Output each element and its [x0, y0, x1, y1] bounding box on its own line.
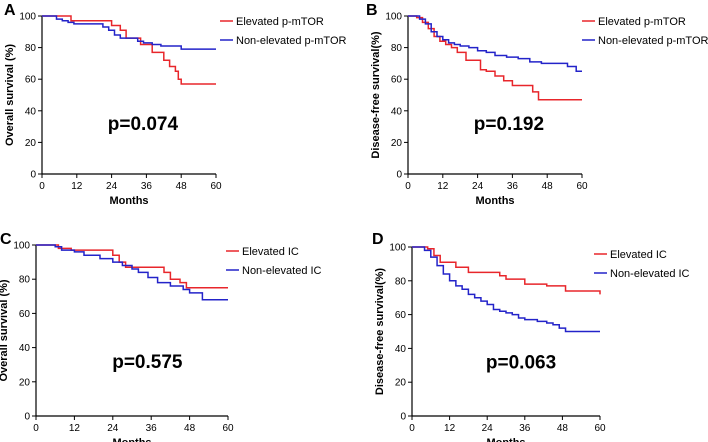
- p-value-annotation: p=0.063: [486, 353, 556, 374]
- y-tick-label: 0: [396, 170, 402, 181]
- y-axis-label: Overall survival (%): [4, 44, 16, 146]
- y-tick-label: 80: [19, 275, 31, 286]
- y-tick-label: 100: [385, 12, 402, 23]
- x-axis-label: Months: [109, 195, 148, 207]
- x-tick-label: 60: [210, 181, 222, 192]
- x-tick-label: 60: [222, 423, 234, 434]
- legend-label: Non-elevated p-mTOR: [598, 35, 708, 47]
- x-tick-label: 24: [472, 181, 484, 192]
- x-tick-label: 48: [184, 423, 196, 434]
- p-value-annotation: p=0.074: [108, 114, 179, 135]
- series-line-elevated: [412, 246, 601, 295]
- panel-label: A: [4, 2, 16, 19]
- p-value-annotation: p=0.575: [112, 352, 183, 373]
- series-line-non-elevated: [42, 15, 216, 50]
- x-tick-label: 0: [33, 423, 39, 434]
- legend-label: Elevated p-mTOR: [598, 16, 686, 28]
- y-tick-label: 60: [391, 75, 403, 86]
- y-tick-label: 40: [19, 343, 31, 354]
- series-line-non-elevated: [408, 15, 582, 73]
- series-line-non-elevated: [36, 244, 228, 301]
- y-tick-label: 80: [395, 276, 407, 287]
- y-tick-label: 100: [13, 241, 30, 252]
- y-tick-label: 20: [395, 378, 407, 389]
- legend-label: Non-elevated IC: [610, 268, 690, 280]
- panel-a: A 0 20 40 60 80 100 0 12 24 36 48 60 Months Overall su…: [4, 2, 347, 207]
- series-line-elevated: [42, 15, 216, 85]
- series-line-elevated: [408, 15, 582, 101]
- y-axis-label: Disease-free survival(%): [370, 31, 382, 159]
- panel-label: C: [0, 231, 12, 248]
- x-tick-label: 12: [437, 181, 449, 192]
- x-tick-label: 48: [176, 181, 188, 192]
- x-axis-label: Months: [486, 437, 525, 442]
- x-tick-label: 36: [507, 181, 519, 192]
- panel-label: D: [372, 231, 384, 248]
- y-tick-label: 20: [391, 138, 403, 149]
- x-tick-label: 24: [106, 181, 118, 192]
- series-line-non-elevated: [412, 246, 600, 333]
- y-tick-label: 80: [25, 43, 37, 54]
- panel-label: B: [366, 2, 378, 19]
- x-tick-label: 60: [576, 181, 588, 192]
- legend-label: Elevated IC: [242, 246, 299, 258]
- y-tick-label: 20: [19, 377, 31, 388]
- x-tick-label: 24: [107, 423, 119, 434]
- panel-c: C 0 20 40 60 80 100 0 12 24 36 48 60 Months Overall su…: [0, 231, 322, 442]
- x-tick-label: 48: [542, 181, 554, 192]
- y-tick-label: 60: [25, 75, 37, 86]
- x-tick-label: 12: [71, 181, 83, 192]
- y-tick-label: 100: [389, 243, 406, 254]
- legend-label: Elevated IC: [610, 249, 667, 261]
- x-tick-label: 0: [405, 181, 411, 192]
- y-tick-label: 60: [395, 310, 407, 321]
- y-tick-label: 0: [30, 170, 36, 181]
- x-axis-label: Months: [475, 195, 514, 207]
- x-tick-label: 36: [146, 423, 158, 434]
- y-axis-label: Overall survival (%): [0, 279, 10, 381]
- legend-label: Elevated p-mTOR: [236, 16, 324, 28]
- y-tick-label: 20: [25, 138, 37, 149]
- y-tick-label: 40: [391, 106, 403, 117]
- y-axis-label: Disease-free survival(%): [374, 268, 386, 396]
- y-tick-label: 0: [24, 412, 30, 423]
- x-tick-label: 0: [39, 181, 45, 192]
- p-value-annotation: p=0.192: [474, 114, 544, 135]
- x-tick-label: 36: [519, 423, 531, 434]
- y-tick-label: 40: [395, 344, 407, 355]
- panel-d: D 0 20 40 60 80 100 0 12 24 36 48 60 Months Disease-fr…: [372, 231, 690, 442]
- legend-label: Non-elevated p-mTOR: [236, 35, 347, 47]
- x-tick-label: 48: [557, 423, 569, 434]
- x-tick-label: 36: [141, 181, 153, 192]
- x-tick-label: 12: [69, 423, 81, 434]
- y-tick-label: 80: [391, 43, 403, 54]
- y-tick-label: 60: [19, 309, 31, 320]
- x-tick-label: 60: [594, 423, 606, 434]
- x-tick-label: 12: [444, 423, 456, 434]
- legend-label: Non-elevated IC: [242, 265, 322, 277]
- x-tick-label: 0: [409, 423, 415, 434]
- y-tick-label: 0: [400, 412, 406, 423]
- panel-b: B 0 20 40 60 80 100 0 12 24 36 48 60 Months Disease-fr…: [366, 2, 708, 207]
- y-tick-label: 40: [25, 106, 37, 117]
- x-tick-label: 24: [482, 423, 494, 434]
- y-tick-label: 100: [19, 12, 36, 23]
- x-axis-label: Months: [112, 437, 151, 442]
